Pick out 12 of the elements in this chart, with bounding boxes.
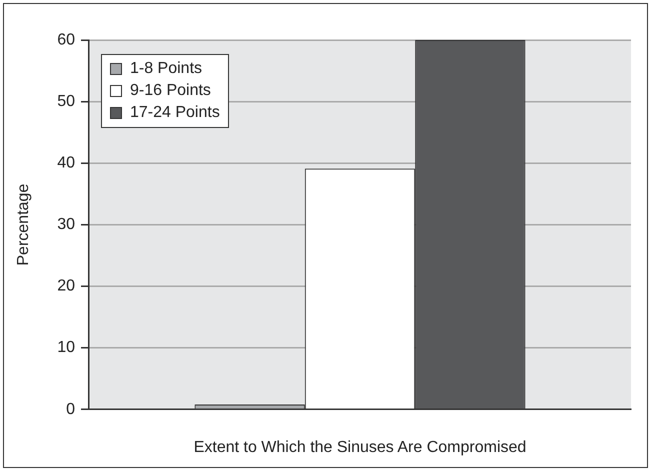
y-tick-label: 40 bbox=[57, 154, 76, 172]
legend-label: 17-24 Points bbox=[130, 104, 220, 122]
legend-label: 1-8 Points bbox=[130, 60, 202, 78]
x-axis-title: Extent to Which the Sinuses Are Compromised bbox=[194, 438, 526, 456]
y-tick-label: 10 bbox=[57, 339, 76, 356]
y-tick-label: 20 bbox=[57, 278, 76, 295]
y-tick-label: 60 bbox=[57, 31, 76, 48]
y-tick-label: 30 bbox=[57, 216, 76, 234]
y-tick-label: 0 bbox=[66, 400, 76, 418]
y-tick-label: 50 bbox=[57, 92, 76, 110]
y-axis-title: Percentage bbox=[15, 184, 32, 266]
legend-label: 9-16 Points bbox=[130, 82, 211, 100]
